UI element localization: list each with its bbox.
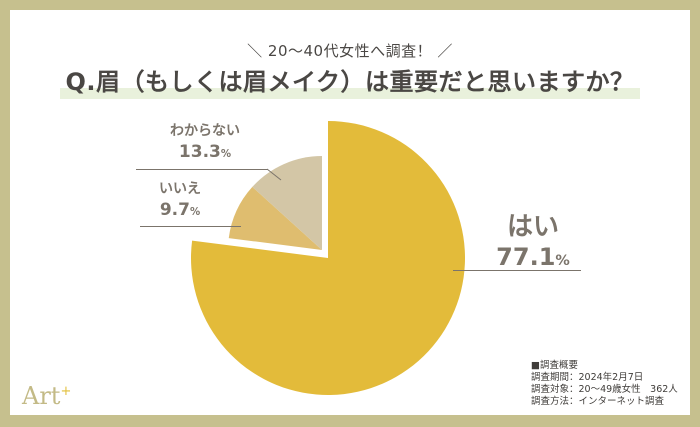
notes-method: 調査方法：インターネット調査 xyxy=(531,396,665,407)
label-unknown-name: わからない xyxy=(170,123,240,139)
notes-period: 調査期間：2024年2月7日 xyxy=(531,372,644,383)
label-yes-name: はい xyxy=(506,212,559,242)
survey-subtitle: ＼ 20〜40代女性へ調査！ ／ xyxy=(247,42,453,60)
slice-yes xyxy=(191,121,465,395)
survey-notes: ■調査概要 調査期間：2024年2月7日 調査対象：20〜49歳女性 362人 … xyxy=(531,360,678,408)
brand-logo: Art+ xyxy=(22,382,72,410)
label-yes-value: 77.1 xyxy=(496,243,556,271)
label-no: いいえ 9.7% xyxy=(140,178,220,220)
slice-no xyxy=(228,186,322,250)
label-no-name: いいえ xyxy=(159,181,201,197)
label-yes: はい 77.1% xyxy=(478,206,588,271)
question-title: Q.眉（もしくは眉メイク）は重要だと思いますか？ xyxy=(65,68,635,96)
label-unknown-value: 13.3 xyxy=(178,142,221,162)
title-highlight xyxy=(60,88,640,99)
slice-unknown xyxy=(252,156,322,250)
leader-no xyxy=(140,226,241,227)
notes-heading: ■調査概要 xyxy=(531,360,578,371)
label-no-value: 9.7 xyxy=(159,200,190,220)
label-unknown: わからない 13.3% xyxy=(150,120,260,162)
notes-target: 調査対象：20〜49歳女性 362人 xyxy=(531,384,678,395)
leader-yes xyxy=(453,270,581,271)
leader-unknown xyxy=(136,169,268,170)
